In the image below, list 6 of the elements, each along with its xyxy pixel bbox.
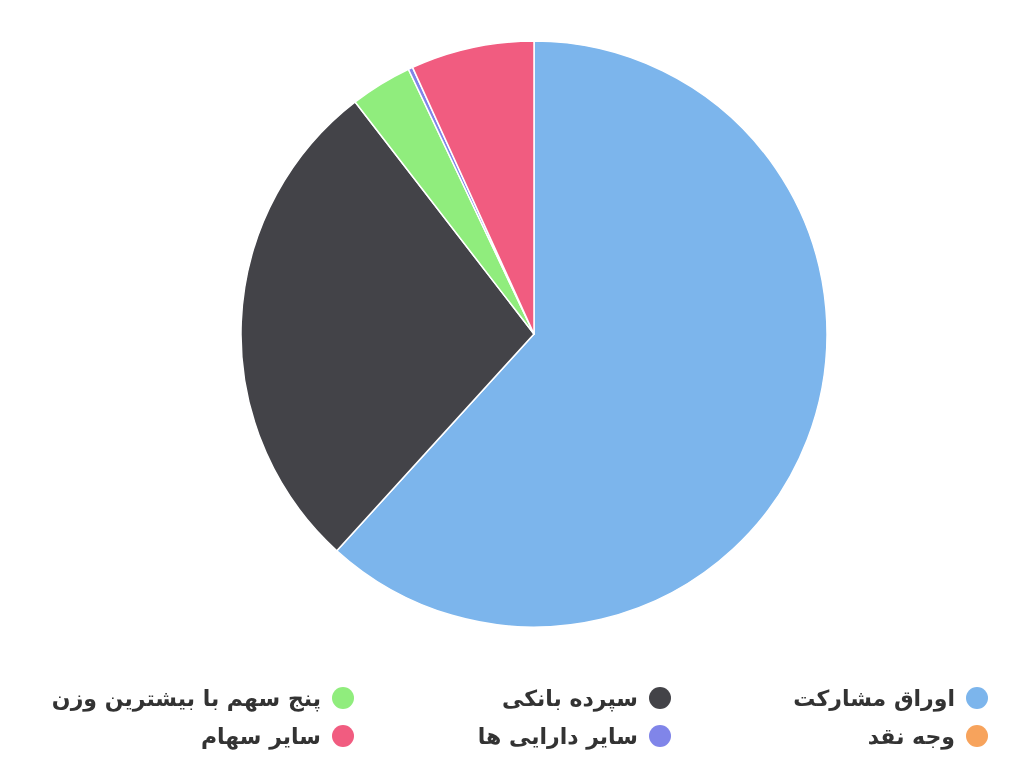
legend-label: سایر سهام [200,724,321,750]
legend-label: پنج سهم با بیشترین وزن [51,686,321,712]
legend-label: وجه نقد [867,724,955,750]
legend-label: سایر دارایی ها [477,724,638,750]
legend-label: سپرده بانکی [501,686,638,712]
legend-label: اوراق مشارکت [793,686,955,712]
